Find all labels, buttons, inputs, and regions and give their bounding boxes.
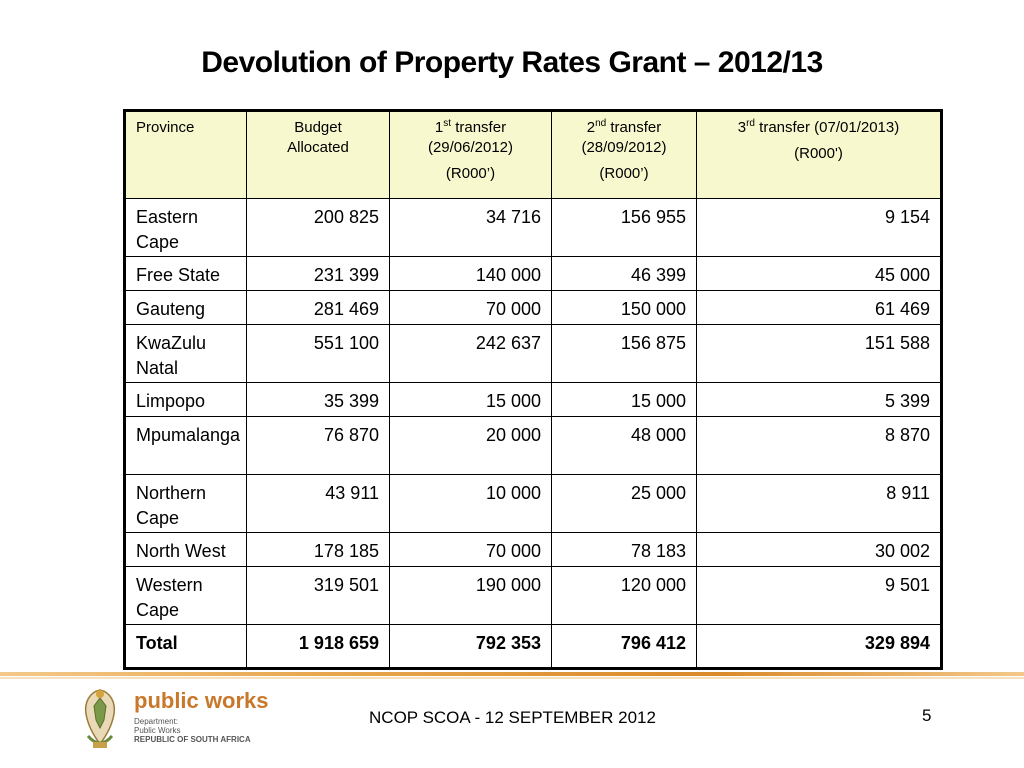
table-row: Western Cape 319 501 190 000 120 000 9 5… bbox=[124, 566, 942, 625]
transfer-3-cell: 9 154 bbox=[696, 198, 942, 257]
header-transfer-3: 3rd transfer (07/01/2013) (R000') bbox=[696, 110, 942, 199]
transfer-3-cell: 8 911 bbox=[696, 474, 942, 533]
svg-text:Public Works: Public Works bbox=[134, 726, 181, 735]
table-row: Mpumalanga 76 870 20 000 48 000 8 870 bbox=[124, 416, 942, 475]
province-cell: Mpumalanga bbox=[124, 416, 247, 475]
budget-cell: 178 185 bbox=[246, 532, 390, 567]
transfer-3-cell: 61 469 bbox=[696, 290, 942, 325]
province-cell: Northern Cape bbox=[124, 474, 247, 533]
transfer-1-cell: 20 000 bbox=[389, 416, 552, 475]
svg-text:public works: public works bbox=[134, 688, 268, 713]
province-cell: Western Cape bbox=[124, 566, 247, 625]
province-cell: Eastern Cape bbox=[124, 198, 247, 257]
header-row: Province Budget Allocated 1st transfer (… bbox=[124, 110, 942, 199]
transfer-2-cell: 25 000 bbox=[551, 474, 697, 533]
budget-cell: 319 501 bbox=[246, 566, 390, 625]
table-row: Limpopo 35 399 15 000 15 000 5 399 bbox=[124, 382, 942, 417]
table-row: Gauteng 281 469 70 000 150 000 61 469 bbox=[124, 290, 942, 325]
total-transfer-1: 792 353 bbox=[389, 624, 552, 669]
coat-of-arms-icon bbox=[84, 689, 116, 748]
budget-cell: 35 399 bbox=[246, 382, 390, 417]
table-row: KwaZulu Natal 551 100 242 637 156 875 15… bbox=[124, 324, 942, 383]
public-works-logo: public works Department: Public Works RE… bbox=[76, 684, 286, 761]
page-number: 5 bbox=[922, 706, 932, 725]
table-row: Northern Cape 43 911 10 000 25 000 8 911 bbox=[124, 474, 942, 533]
budget-cell: 281 469 bbox=[246, 290, 390, 325]
header-budget: Budget Allocated bbox=[246, 110, 390, 199]
transfer-1-cell: 190 000 bbox=[389, 566, 552, 625]
transfer-1-cell: 34 716 bbox=[389, 198, 552, 257]
transfer-1-cell: 10 000 bbox=[389, 474, 552, 533]
svg-text:Department:: Department: bbox=[134, 717, 178, 726]
footer-text: NCOP SCOA - 12 SEPTEMBER 2012 bbox=[369, 708, 656, 727]
province-cell: Free State bbox=[124, 256, 247, 291]
transfer-3-cell: 9 501 bbox=[696, 566, 942, 625]
grant-table: Province Budget Allocated 1st transfer (… bbox=[123, 109, 943, 670]
transfer-3-cell: 151 588 bbox=[696, 324, 942, 383]
header-transfer-1: 1st transfer (29/06/2012) (R000’) bbox=[389, 110, 552, 199]
table-row: Free State 231 399 140 000 46 399 45 000 bbox=[124, 256, 942, 291]
transfer-1-cell: 70 000 bbox=[389, 290, 552, 325]
province-cell: KwaZulu Natal bbox=[124, 324, 247, 383]
province-cell: North West bbox=[124, 532, 247, 567]
transfer-1-cell: 140 000 bbox=[389, 256, 552, 291]
svg-text:REPUBLIC OF SOUTH AFRICA: REPUBLIC OF SOUTH AFRICA bbox=[134, 735, 251, 744]
province-cell: Limpopo bbox=[124, 382, 247, 417]
transfer-3-cell: 5 399 bbox=[696, 382, 942, 417]
transfer-2-cell: 46 399 bbox=[551, 256, 697, 291]
slide-title: Devolution of Property Rates Grant – 201… bbox=[201, 46, 823, 79]
budget-cell: 43 911 bbox=[246, 474, 390, 533]
footer-rule-light bbox=[0, 677, 1024, 679]
transfer-2-cell: 150 000 bbox=[551, 290, 697, 325]
table-row: Eastern Cape 200 825 34 716 156 955 9 15… bbox=[124, 198, 942, 257]
transfer-1-cell: 70 000 bbox=[389, 532, 552, 567]
budget-cell: 231 399 bbox=[246, 256, 390, 291]
total-label: Total bbox=[124, 624, 247, 669]
footer-rule bbox=[0, 672, 1024, 676]
budget-cell: 551 100 bbox=[246, 324, 390, 383]
transfer-3-cell: 30 002 bbox=[696, 532, 942, 567]
transfer-1-cell: 242 637 bbox=[389, 324, 552, 383]
province-cell: Gauteng bbox=[124, 290, 247, 325]
transfer-3-cell: 8 870 bbox=[696, 416, 942, 475]
total-transfer-3: 329 894 bbox=[696, 624, 942, 669]
transfer-3-cell: 45 000 bbox=[696, 256, 942, 291]
transfer-2-cell: 15 000 bbox=[551, 382, 697, 417]
total-budget: 1 918 659 bbox=[246, 624, 390, 669]
table-row: North West 178 185 70 000 78 183 30 002 bbox=[124, 532, 942, 567]
transfer-2-cell: 78 183 bbox=[551, 532, 697, 567]
budget-cell: 200 825 bbox=[246, 198, 390, 257]
transfer-2-cell: 120 000 bbox=[551, 566, 697, 625]
transfer-1-cell: 15 000 bbox=[389, 382, 552, 417]
total-row: Total 1 918 659 792 353 796 412 329 894 bbox=[124, 624, 942, 669]
budget-cell: 76 870 bbox=[246, 416, 390, 475]
transfer-2-cell: 48 000 bbox=[551, 416, 697, 475]
header-transfer-2: 2nd transfer (28/09/2012) (R000’) bbox=[551, 110, 697, 199]
total-transfer-2: 796 412 bbox=[551, 624, 697, 669]
transfer-2-cell: 156 955 bbox=[551, 198, 697, 257]
header-province: Province bbox=[124, 110, 247, 199]
transfer-2-cell: 156 875 bbox=[551, 324, 697, 383]
